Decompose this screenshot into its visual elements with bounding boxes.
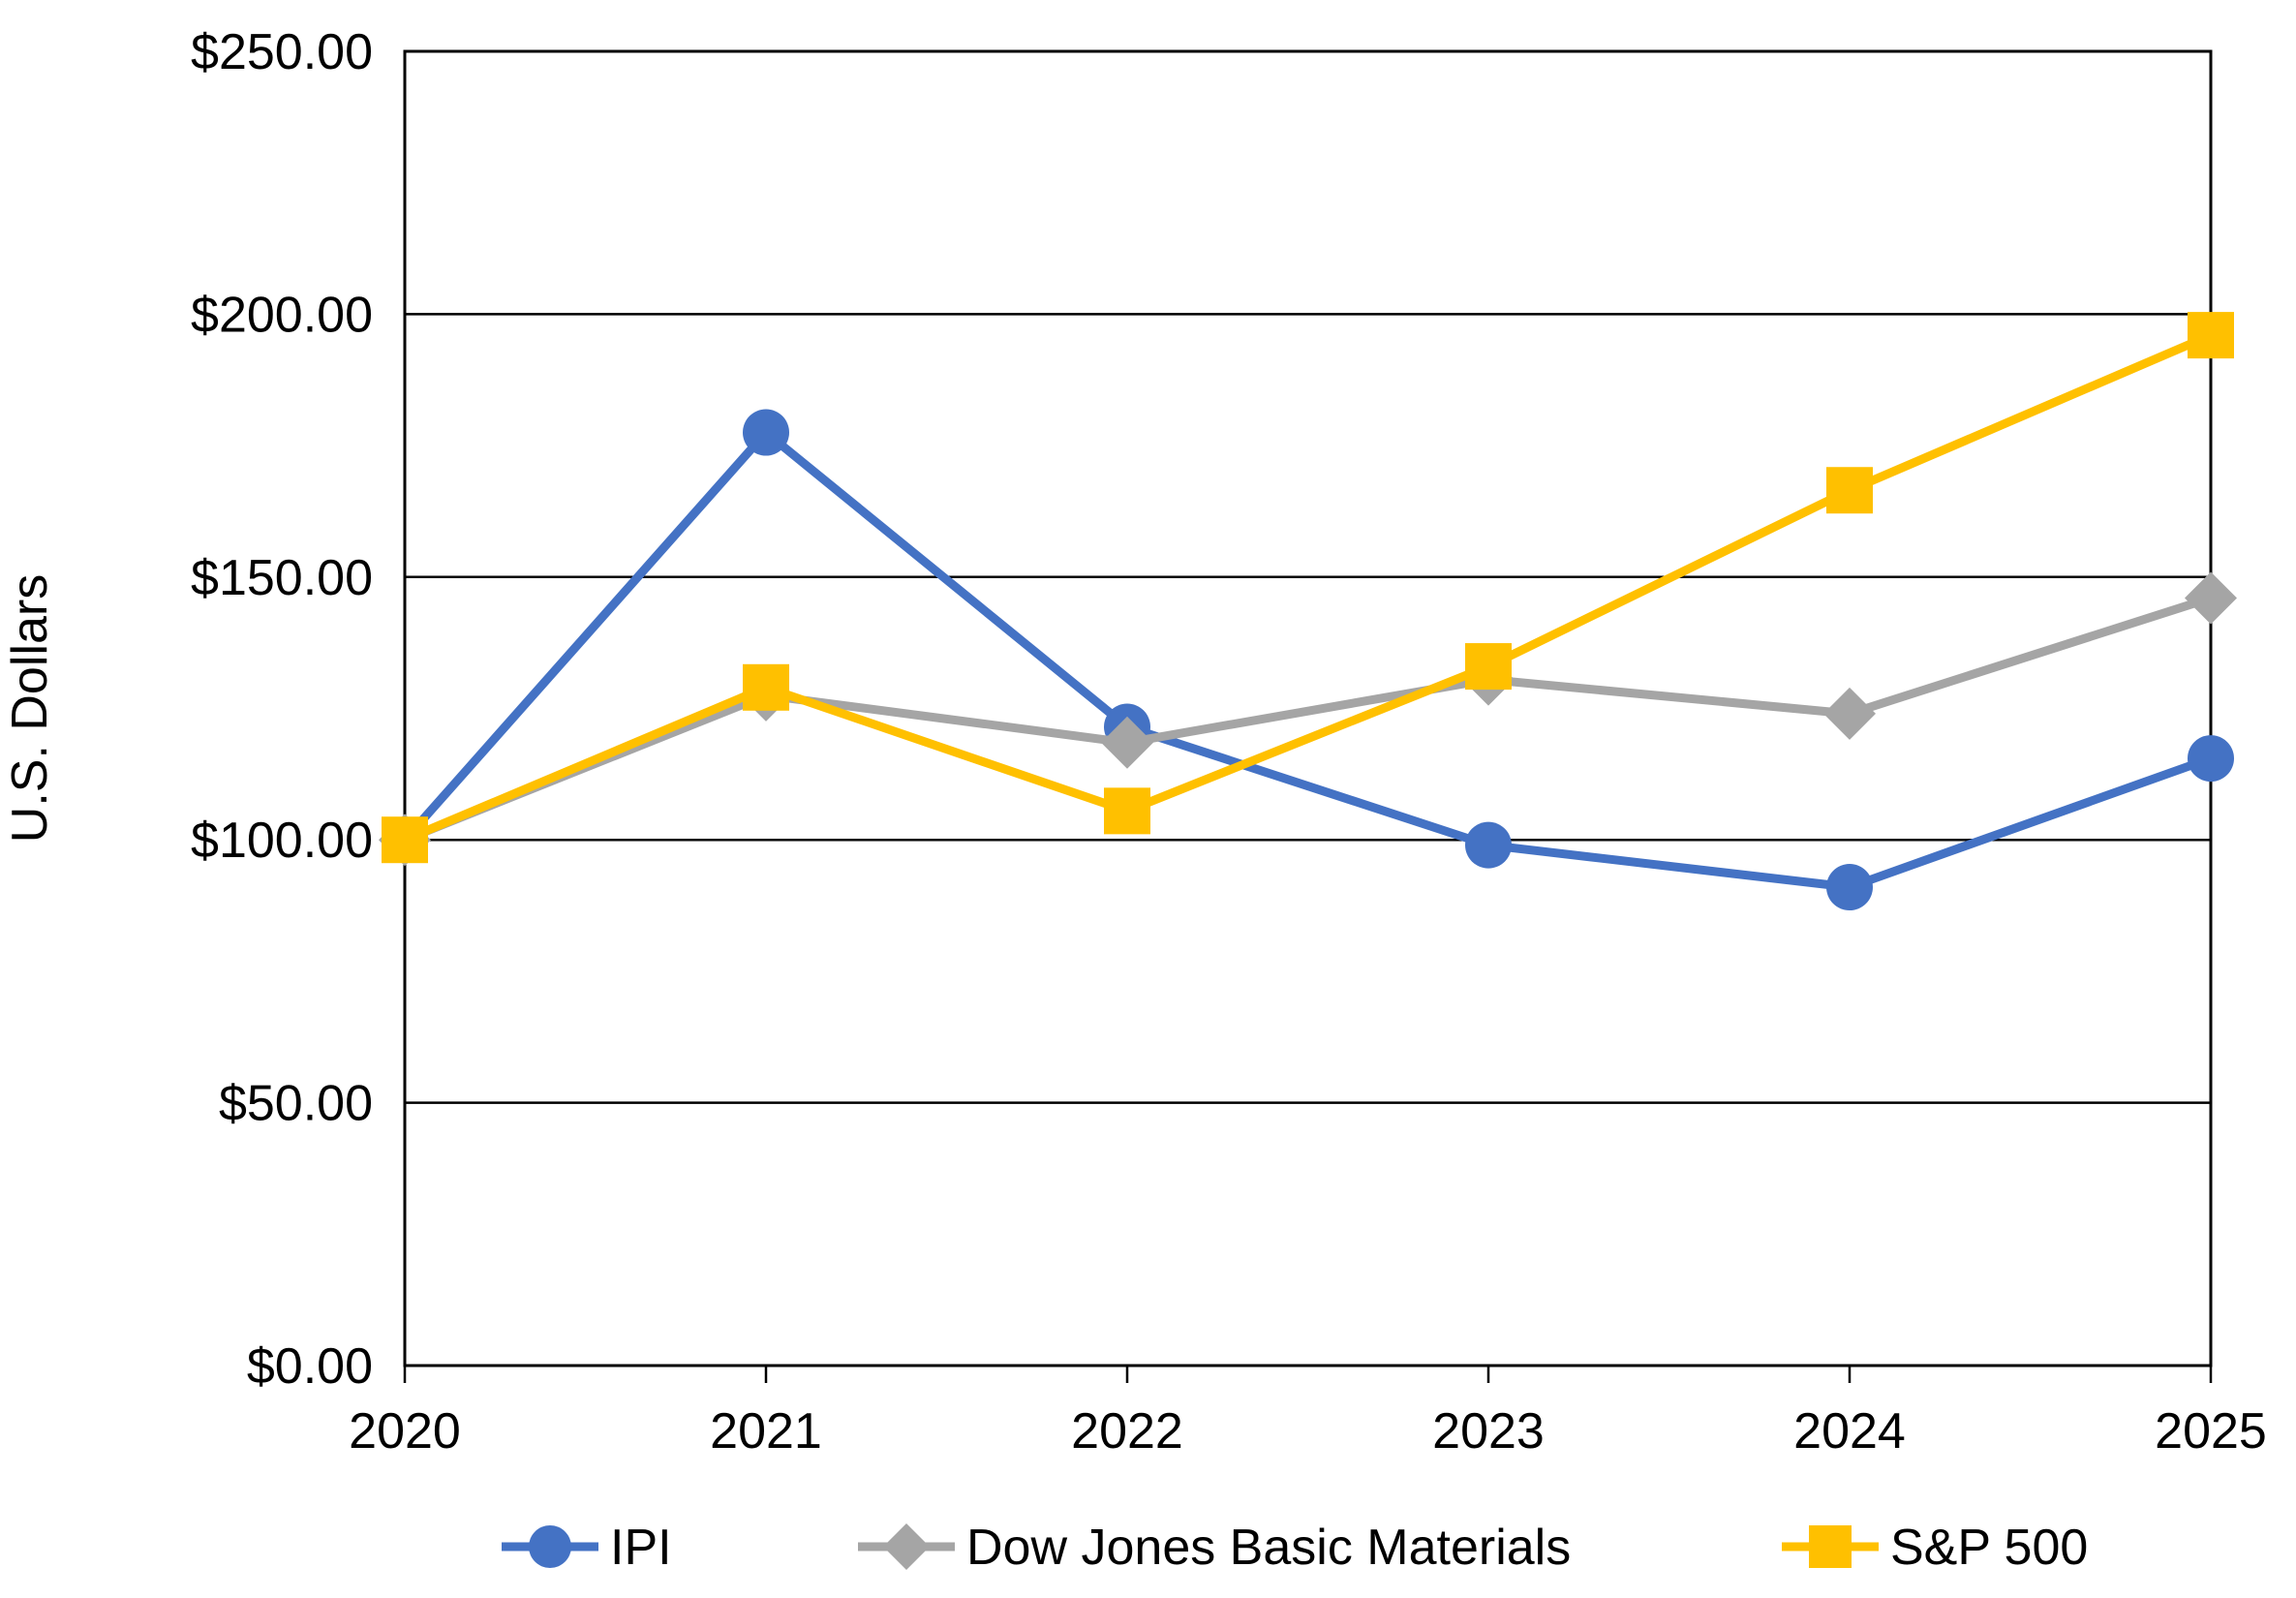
series-line	[403, 594, 2213, 845]
data-point-marker	[743, 409, 789, 456]
data-point-marker	[1101, 716, 1153, 769]
y-tick-label: $50.00	[219, 1076, 373, 1132]
y-axis-title: U.S. Dollars	[2, 574, 58, 843]
data-point-marker	[1465, 643, 1512, 691]
data-point-marker	[382, 816, 428, 864]
series-dow-jones-basic-materials	[379, 571, 2237, 867]
y-tick-label: $100.00	[191, 813, 373, 869]
x-tick-label: 2022	[1071, 1403, 1183, 1460]
legend-item: Dow Jones Basic Materials	[858, 1520, 1571, 1576]
data-point-marker	[1465, 821, 1512, 869]
data-point-marker	[743, 663, 789, 711]
x-tick-label: 2024	[1793, 1403, 1906, 1460]
legend-marker-circle-icon	[529, 1525, 571, 1568]
series-line	[403, 330, 2213, 845]
legend-item: IPI	[502, 1520, 672, 1576]
y-tick-label: $250.00	[191, 24, 373, 80]
x-tick-label: 2023	[1432, 1403, 1545, 1460]
series-ipi	[382, 409, 2234, 911]
data-point-marker	[2188, 735, 2234, 783]
legend-label: Dow Jones Basic Materials	[966, 1520, 1571, 1576]
y-tick-label: $0.00	[247, 1338, 373, 1395]
y-tick-label: $150.00	[191, 550, 373, 606]
data-point-marker	[1823, 687, 1876, 740]
data-point-marker	[1104, 787, 1150, 835]
data-point-marker	[1826, 864, 1873, 911]
legend-label: S&P 500	[1890, 1520, 2088, 1576]
legend-item: S&P 500	[1782, 1520, 2088, 1576]
plot-area-border	[403, 49, 2213, 1368]
data-point-marker	[2185, 571, 2237, 625]
series-s-p-500	[382, 312, 2234, 864]
data-point-marker	[2188, 312, 2234, 359]
y-tick-label: $200.00	[191, 287, 373, 343]
x-tick-label: 2021	[710, 1403, 822, 1460]
x-tick-label: 2020	[349, 1403, 461, 1460]
legend-marker-square-icon	[1809, 1525, 1852, 1568]
x-tick-label: 2025	[2155, 1403, 2267, 1460]
legend-marker-diamond-icon	[883, 1523, 930, 1570]
series-line	[401, 426, 2213, 892]
data-point-marker	[1826, 467, 1873, 514]
legend-label: IPI	[610, 1520, 672, 1576]
